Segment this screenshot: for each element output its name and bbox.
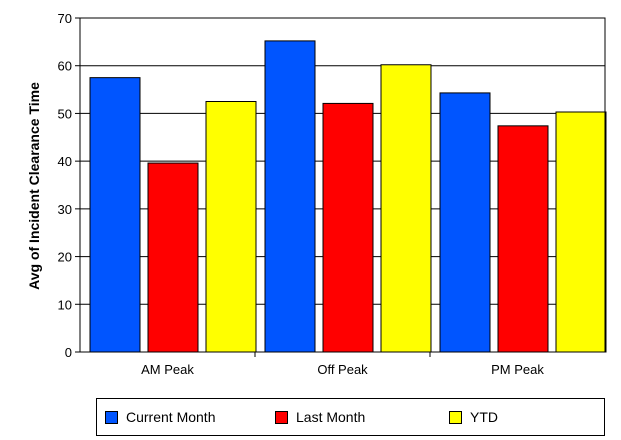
legend-label: Last Month [296, 409, 366, 425]
y-tick-label: 10 [58, 297, 72, 312]
y-axis-ticks: 0 10 20 30 40 50 60 70 [58, 11, 80, 360]
legend-item: YTD [449, 399, 498, 435]
x-tick-label: AM Peak [141, 362, 194, 377]
y-tick-label: 60 [58, 59, 72, 74]
bar-last-month [497, 125, 549, 353]
y-tick-label: 50 [58, 106, 72, 121]
legend: Current Month Last Month YTD [96, 398, 605, 436]
x-tick-label: Off Peak [317, 362, 368, 377]
legend-item: Current Month [105, 399, 215, 435]
legend-swatch [449, 410, 462, 424]
bars [89, 40, 607, 353]
plot-frame [79, 17, 606, 353]
bar-ytd [380, 64, 432, 353]
y-tick-label: 40 [58, 154, 72, 169]
y-tick-label: 0 [65, 345, 72, 360]
bar-current-month [89, 77, 141, 353]
bar-ytd [555, 111, 607, 353]
y-tick-label: 20 [58, 250, 72, 265]
x-tick-label: PM Peak [491, 362, 544, 377]
legend-swatch [105, 410, 118, 424]
bar-last-month [322, 102, 374, 353]
bar-current-month [264, 40, 316, 353]
x-axis-ticks: AM Peak Off Peak PM Peak [141, 352, 544, 377]
bar-last-month [147, 162, 199, 353]
bar-current-month [439, 92, 491, 353]
legend-label: YTD [470, 409, 498, 425]
y-axis-label: Avg of Incident Clearance Time [26, 82, 42, 290]
legend-label: Current Month [126, 409, 216, 425]
legend-item: Last Month [275, 399, 365, 435]
y-tick-label: 30 [58, 202, 72, 217]
y-tick-label: 70 [58, 11, 72, 26]
bar-ytd [205, 101, 257, 353]
bar-chart: 0 10 20 30 40 50 60 70 AM Peak Off Peak PM Peak A… [26, 11, 607, 377]
legend-swatch [275, 410, 288, 424]
